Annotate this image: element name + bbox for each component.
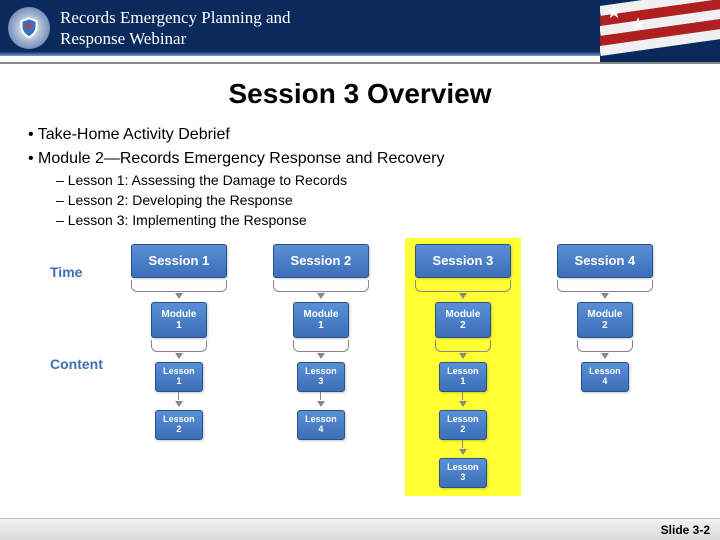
modules-row: Module2 Lesson1 Lesson2 Lesson3 bbox=[435, 302, 491, 488]
arrow-down-icon bbox=[601, 353, 609, 359]
module-column: Module2 Lesson4 bbox=[577, 302, 633, 392]
connector-bracket bbox=[293, 340, 349, 352]
sub-bullet-2: Lesson 2: Developing the Response bbox=[56, 191, 720, 210]
modules-row: Module1 Lesson3 Lesson4 bbox=[293, 302, 349, 440]
modules-row: Module1 Lesson1 Lesson2 bbox=[151, 302, 207, 440]
footer-bar: Slide 3-2 bbox=[0, 518, 720, 540]
session-box: Session 4 bbox=[557, 244, 653, 278]
lesson-box: Lesson3 bbox=[297, 362, 345, 392]
lesson-box: Lesson1 bbox=[439, 362, 487, 392]
column-4: Session 4 Module2 Lesson4 bbox=[547, 238, 663, 496]
diagram: Time Content Session 1 Module1 Lesson1 Less… bbox=[0, 238, 720, 496]
session-box: Session 2 bbox=[273, 244, 369, 278]
connector-bracket bbox=[577, 340, 633, 352]
label-content: Content bbox=[50, 356, 103, 372]
lesson-box: Lesson2 bbox=[439, 410, 487, 440]
module-column: Module2 Lesson1 Lesson2 Lesson3 bbox=[435, 302, 491, 488]
sub-bullet-1: Lesson 1: Assessing the Damage to Record… bbox=[56, 171, 720, 190]
module-box: Module1 bbox=[293, 302, 349, 338]
session-box: Session 3 bbox=[415, 244, 511, 278]
header-title: Records Emergency Planning and Response … bbox=[60, 7, 291, 50]
module-column: Module1 Lesson1 Lesson2 bbox=[151, 302, 207, 440]
connector-bracket bbox=[151, 340, 207, 352]
arrow-down-icon bbox=[175, 401, 183, 407]
sub-bullet-list: Lesson 1: Assessing the Damage to Record… bbox=[28, 171, 720, 230]
header-rule bbox=[0, 62, 720, 64]
header-title-line2: Response Webinar bbox=[60, 29, 186, 48]
connector-bracket bbox=[415, 280, 511, 292]
connector-bracket bbox=[435, 340, 491, 352]
module-box: Module2 bbox=[577, 302, 633, 338]
lesson-box: Lesson1 bbox=[155, 362, 203, 392]
lesson-box: Lesson4 bbox=[581, 362, 629, 392]
connector-line bbox=[462, 392, 463, 400]
header-title-line1: Records Emergency Planning and bbox=[60, 8, 291, 27]
modules-row: Module2 Lesson4 bbox=[577, 302, 633, 392]
arrow-down-icon bbox=[317, 401, 325, 407]
arrow-down-icon bbox=[175, 353, 183, 359]
column-3: Session 3 Module2 Lesson1 Lesson2 Lesson3 bbox=[405, 238, 521, 496]
connector-line bbox=[178, 392, 179, 400]
slide-number: Slide 3-2 bbox=[661, 523, 710, 537]
label-time: Time bbox=[50, 264, 103, 280]
lesson-box: Lesson3 bbox=[439, 458, 487, 488]
connector-bracket bbox=[557, 280, 653, 292]
arrow-down-icon bbox=[317, 293, 325, 299]
bullet-list: Take-Home Activity Debrief Module 2—Reco… bbox=[0, 124, 720, 230]
bullet-1: Take-Home Activity Debrief bbox=[28, 124, 720, 146]
lesson-box: Lesson2 bbox=[155, 410, 203, 440]
arrow-down-icon bbox=[317, 353, 325, 359]
bullet-2: Module 2—Records Emergency Response and … bbox=[28, 148, 720, 170]
session-box: Session 1 bbox=[131, 244, 227, 278]
arrow-down-icon bbox=[601, 293, 609, 299]
flag-graphic: ★ ★ bbox=[600, 0, 720, 62]
dhs-seal-icon bbox=[8, 7, 50, 49]
connector-line bbox=[462, 440, 463, 448]
diagram-columns: Session 1 Module1 Lesson1 Lesson2 Session 2 M… bbox=[121, 238, 663, 496]
arrow-down-icon bbox=[459, 353, 467, 359]
module-box: Module1 bbox=[151, 302, 207, 338]
connector-bracket bbox=[273, 280, 369, 292]
header-bar: Records Emergency Planning and Response … bbox=[0, 0, 720, 56]
lesson-box: Lesson4 bbox=[297, 410, 345, 440]
slide-title: Session 3 Overview bbox=[0, 78, 720, 110]
row-labels: Time Content bbox=[50, 238, 103, 496]
column-2: Session 2 Module1 Lesson3 Lesson4 bbox=[263, 238, 379, 496]
arrow-down-icon bbox=[459, 401, 467, 407]
connector-bracket bbox=[131, 280, 227, 292]
arrow-down-icon bbox=[459, 293, 467, 299]
connector-line bbox=[320, 392, 321, 400]
module-box: Module2 bbox=[435, 302, 491, 338]
column-1: Session 1 Module1 Lesson1 Lesson2 bbox=[121, 238, 237, 496]
module-column: Module1 Lesson3 Lesson4 bbox=[293, 302, 349, 440]
arrow-down-icon bbox=[175, 293, 183, 299]
sub-bullet-3: Lesson 3: Implementing the Response bbox=[56, 211, 720, 230]
arrow-down-icon bbox=[459, 449, 467, 455]
